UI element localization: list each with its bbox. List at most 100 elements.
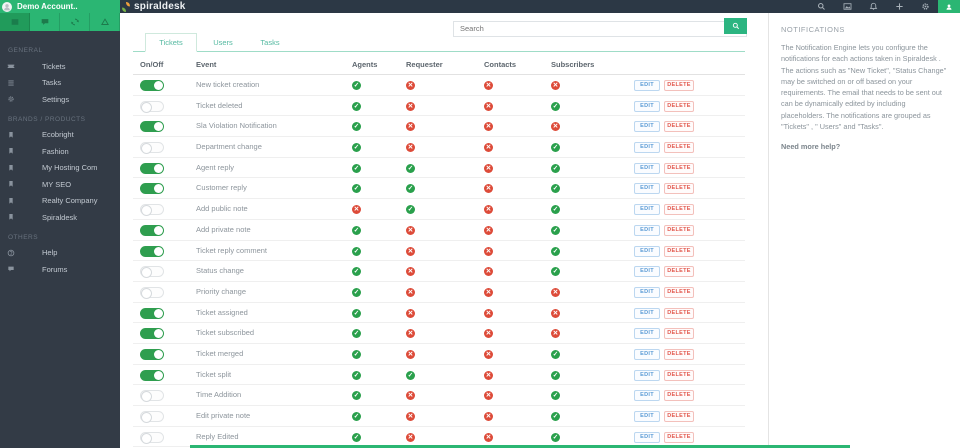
edit-button[interactable]: EDIT xyxy=(634,411,660,422)
search-button-top[interactable] xyxy=(808,0,834,13)
onoff-toggle[interactable] xyxy=(140,266,164,279)
delete-button[interactable]: DELETE xyxy=(664,307,694,319)
check-icon: ✓ xyxy=(551,163,560,173)
onoff-toggle[interactable] xyxy=(140,224,164,236)
delete-button[interactable]: DELETE xyxy=(664,245,694,257)
cross-icon: ✕ xyxy=(406,122,415,132)
sidebar: Demo Account.. GENERAL Tickets Tasks Settin… xyxy=(0,0,120,448)
delete-button[interactable]: DELETE xyxy=(664,431,694,443)
tab-tickets[interactable]: Tickets xyxy=(145,33,197,52)
menu-button[interactable] xyxy=(0,13,30,31)
delete-button[interactable]: DELETE xyxy=(664,162,694,174)
edit-button[interactable]: EDIT xyxy=(634,266,660,278)
account-bar[interactable]: Demo Account.. xyxy=(0,0,120,13)
column-header: Requester xyxy=(406,60,443,69)
event-label: Department change xyxy=(196,142,262,152)
sidebar-item-forums[interactable]: Forums xyxy=(0,261,120,278)
check-icon: ✓ xyxy=(352,349,361,359)
delete-button[interactable]: DELETE xyxy=(664,286,694,298)
edit-button[interactable]: EDIT xyxy=(634,286,660,298)
onoff-toggle[interactable] xyxy=(140,369,164,381)
onoff-toggle[interactable] xyxy=(140,286,164,299)
edit-button[interactable]: EDIT xyxy=(634,245,660,257)
edit-button[interactable]: EDIT xyxy=(634,183,660,195)
edit-button[interactable]: EDIT xyxy=(634,431,660,443)
tab-tasks[interactable]: Tasks xyxy=(260,38,280,47)
edit-button[interactable]: EDIT xyxy=(634,348,660,360)
delete-button[interactable]: DELETE xyxy=(664,266,694,278)
onoff-toggle[interactable] xyxy=(140,162,164,174)
check-icon: ✓ xyxy=(352,81,361,90)
onoff-toggle[interactable] xyxy=(140,431,164,444)
sidebar-item-my-seo[interactable]: MY SEO xyxy=(0,176,120,193)
delete-button[interactable]: DELETE xyxy=(664,348,694,360)
search-submit-button[interactable] xyxy=(724,18,747,34)
media-button[interactable] xyxy=(834,0,860,13)
notifications-button[interactable] xyxy=(860,0,886,13)
sidebar-item-spiraldesk[interactable]: Spiraldesk xyxy=(0,209,120,226)
delete-button[interactable]: DELETE xyxy=(664,369,694,381)
onoff-toggle[interactable] xyxy=(140,142,164,155)
delete-button[interactable]: DELETE xyxy=(664,183,694,195)
edit-button[interactable]: EDIT xyxy=(634,162,660,174)
alerts-button[interactable] xyxy=(90,13,120,31)
delete-button[interactable]: DELETE xyxy=(664,121,694,133)
edit-button[interactable]: EDIT xyxy=(634,204,660,216)
table-row: Sla Violation Notification ✓ ✕ ✕ ✕ EDIT … xyxy=(133,116,745,138)
account-name: Demo Account.. xyxy=(17,2,78,11)
delete-button[interactable]: DELETE xyxy=(664,411,694,422)
onoff-toggle[interactable] xyxy=(140,348,164,360)
delete-button[interactable]: DELETE xyxy=(664,80,694,91)
sidebar-item-fashion[interactable]: Fashion xyxy=(0,143,120,160)
profile-button[interactable] xyxy=(938,0,960,13)
add-button[interactable] xyxy=(886,0,912,13)
onoff-toggle[interactable] xyxy=(140,390,164,403)
sidebar-item-label: Tickets xyxy=(42,61,66,71)
delete-button[interactable]: DELETE xyxy=(664,142,694,154)
main-content: Tickets Users Tasks On/Off Event Agents Reque… xyxy=(120,13,768,448)
onoff-toggle[interactable] xyxy=(140,411,164,423)
edit-button[interactable]: EDIT xyxy=(634,224,660,236)
onoff-toggle[interactable] xyxy=(140,328,164,340)
sidebar-item-my-hosting-com[interactable]: My Hosting Com xyxy=(0,160,120,177)
share-icon xyxy=(70,18,79,26)
edit-button[interactable]: EDIT xyxy=(634,369,660,381)
table-row: Time Addition ✓ ✕ ✕ ✓ EDIT DELETE xyxy=(133,385,745,406)
sidebar-item-settings[interactable]: Settings xyxy=(0,91,120,108)
onoff-toggle[interactable] xyxy=(140,307,164,319)
sidebar-item-tickets[interactable]: Tickets xyxy=(0,58,120,75)
table-row: New ticket creation ✓ ✕ ✕ ✕ EDIT DELETE xyxy=(133,75,745,96)
onoff-toggle[interactable] xyxy=(140,183,164,195)
settings-button-top[interactable] xyxy=(912,0,938,13)
sidebar-item-label: Realty Company xyxy=(42,196,98,206)
share-button[interactable] xyxy=(60,13,90,31)
onoff-toggle[interactable] xyxy=(140,245,164,257)
check-icon: ✓ xyxy=(406,370,415,380)
sidebar-item-tasks[interactable]: Tasks xyxy=(0,75,120,92)
delete-button[interactable]: DELETE xyxy=(664,100,694,112)
edit-button[interactable]: EDIT xyxy=(634,328,660,340)
search-input[interactable] xyxy=(453,20,747,37)
edit-button[interactable]: EDIT xyxy=(634,121,660,133)
brand-icon xyxy=(9,131,13,138)
edit-button[interactable]: EDIT xyxy=(634,307,660,319)
chat-button[interactable] xyxy=(30,13,60,31)
sidebar-item-realty-company[interactable]: Realty Company xyxy=(0,193,120,210)
edit-button[interactable]: EDIT xyxy=(634,390,660,402)
edit-button[interactable]: EDIT xyxy=(634,80,660,91)
onoff-toggle[interactable] xyxy=(140,204,164,217)
onoff-toggle[interactable] xyxy=(140,100,164,113)
warning-triangle-icon xyxy=(100,18,109,25)
sidebar-item-ecobright[interactable]: Ecobright xyxy=(0,127,120,144)
need-more-help-link[interactable]: Need more help? xyxy=(781,142,841,152)
delete-button[interactable]: DELETE xyxy=(664,328,694,340)
tab-users[interactable]: Users xyxy=(213,38,233,47)
delete-button[interactable]: DELETE xyxy=(664,224,694,236)
delete-button[interactable]: DELETE xyxy=(664,204,694,216)
sidebar-item-help[interactable]: Help xyxy=(0,245,120,262)
onoff-toggle[interactable] xyxy=(140,80,164,91)
onoff-toggle[interactable] xyxy=(140,121,164,133)
edit-button[interactable]: EDIT xyxy=(634,100,660,112)
delete-button[interactable]: DELETE xyxy=(664,390,694,402)
edit-button[interactable]: EDIT xyxy=(634,142,660,154)
